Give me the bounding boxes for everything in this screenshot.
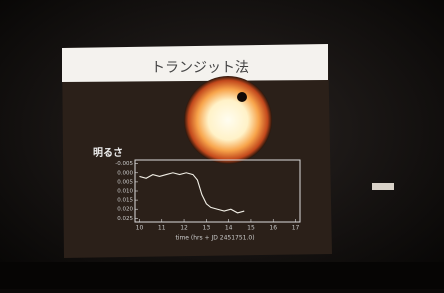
x-axis-label: time (hrs + JD 2451751.0) [175, 235, 254, 242]
photo: トランジット法 明るさ time (hrs + JD 2451751.0) -0… [0, 0, 444, 289]
y-tick-label: 0.000 [117, 170, 133, 176]
light [372, 183, 394, 190]
y-tick-label: 0.025 [117, 216, 133, 222]
x-tick-label: 11 [158, 225, 166, 232]
page: トランジット法 明るさ time (hrs + JD 2451751.0) -0… [0, 0, 444, 289]
y-tick-label: 0.020 [117, 207, 133, 213]
x-tick-label: 14 [225, 225, 233, 232]
y-tick-label: 0.005 [117, 179, 133, 185]
slide-title: トランジット法 [151, 60, 249, 76]
audience [0, 262, 444, 289]
y-tick-label: 0.010 [117, 189, 133, 195]
planet [237, 92, 247, 102]
x-tick-label: 17 [292, 225, 300, 232]
brightness-label: 明るさ [93, 147, 123, 159]
y-tick-label: 0.015 [117, 198, 133, 204]
x-tick-label: 15 [247, 225, 255, 232]
y-tick-label: -0.005 [115, 161, 133, 167]
x-tick-label: 16 [269, 225, 277, 232]
x-tick-label: 10 [136, 225, 144, 232]
star [184, 76, 272, 164]
x-tick-label: 12 [180, 225, 188, 232]
x-tick-label: 13 [203, 225, 211, 232]
